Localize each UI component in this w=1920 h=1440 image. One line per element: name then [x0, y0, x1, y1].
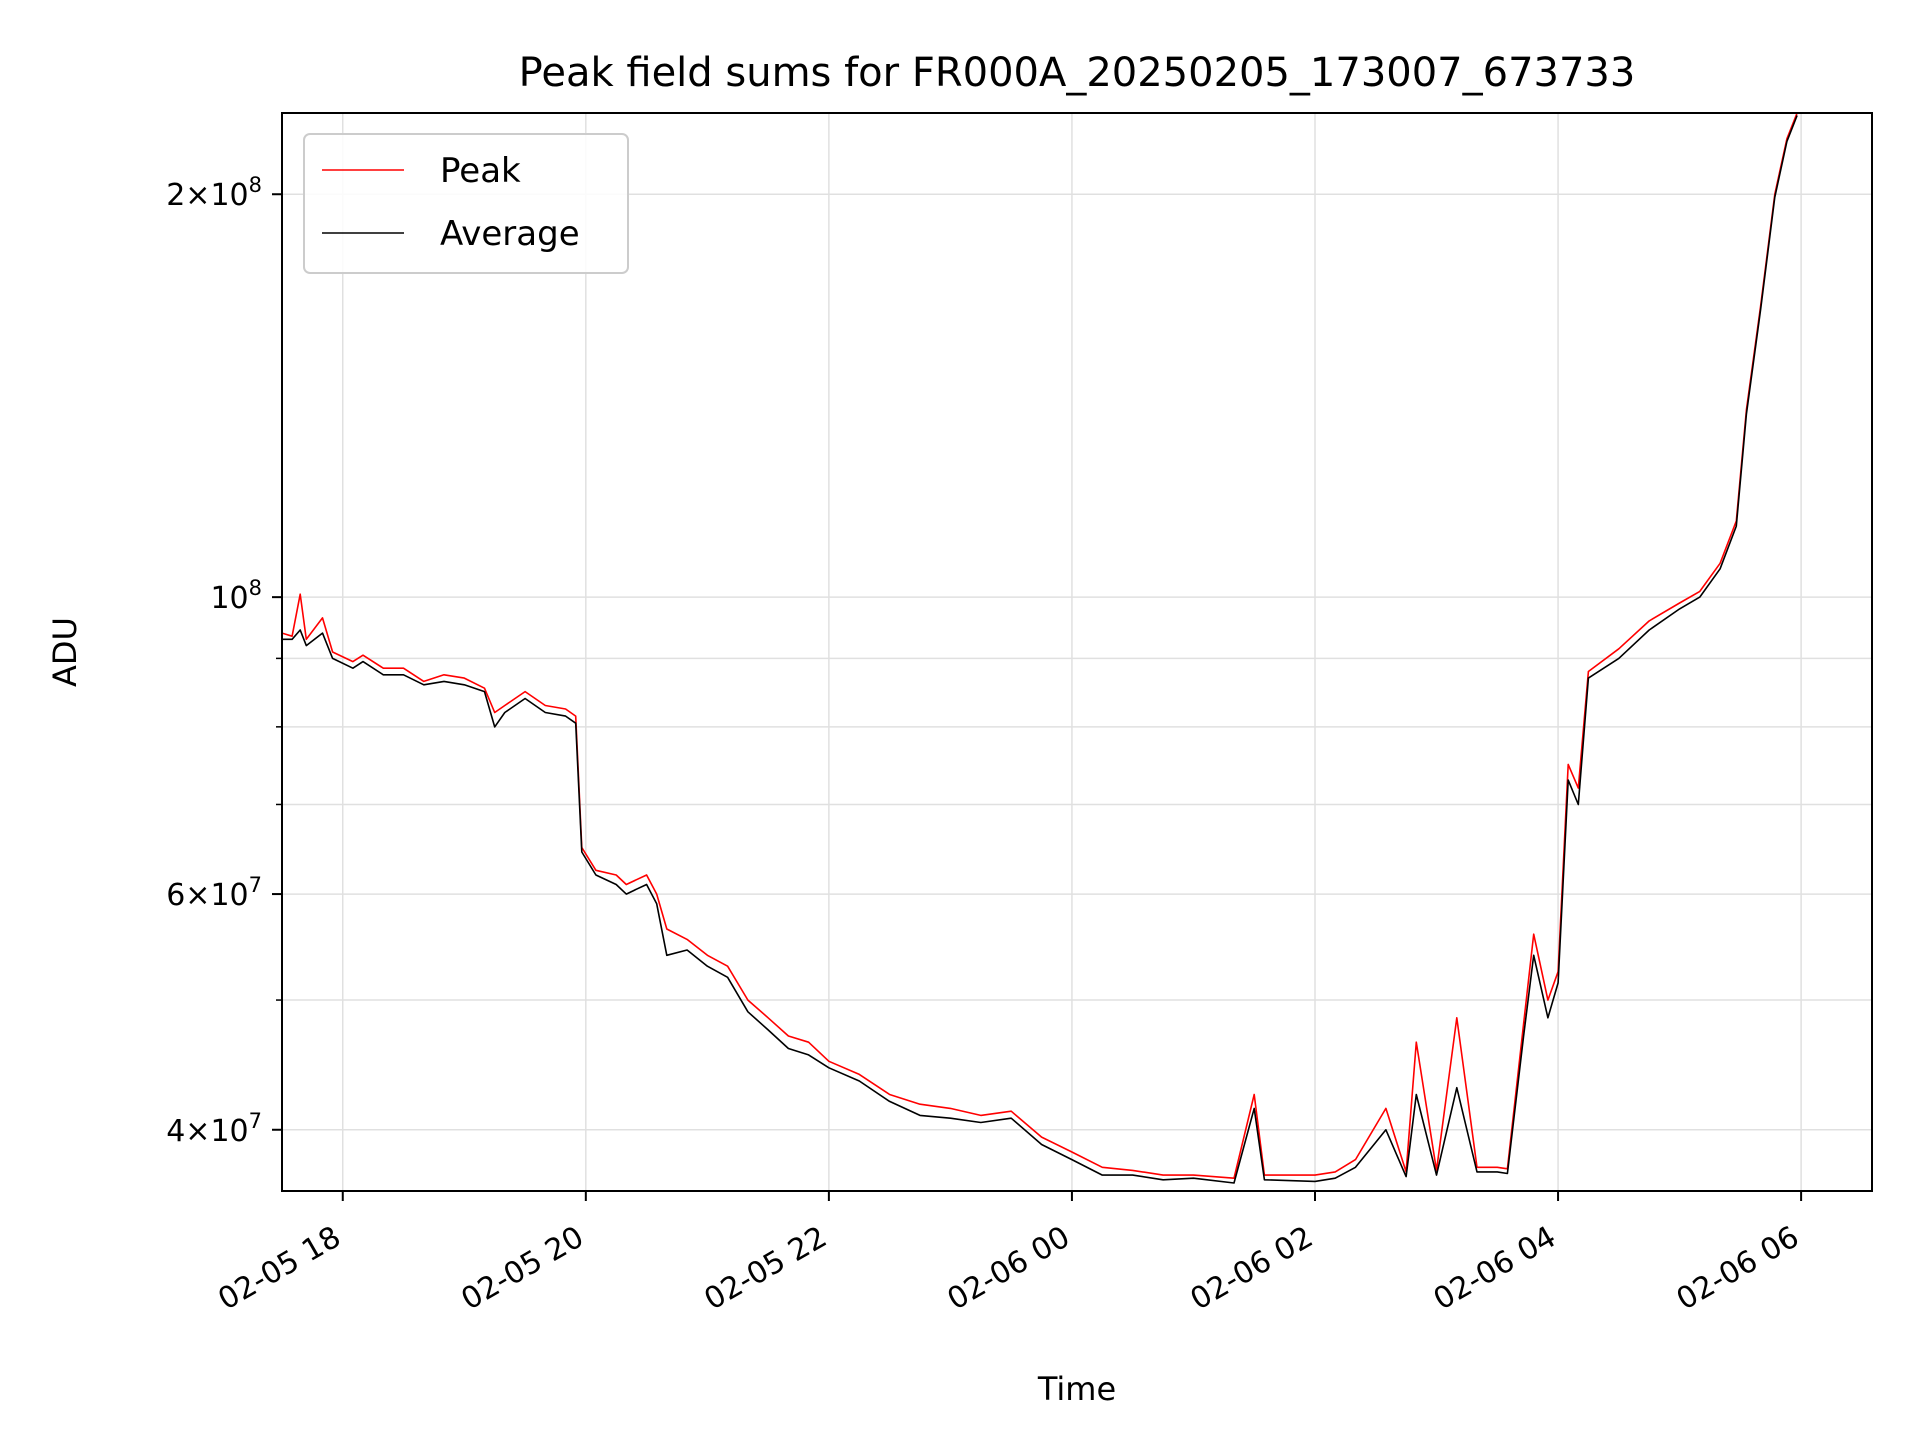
legend-label-peak: Peak — [440, 151, 521, 191]
y-tick-label: 2×108 — [166, 173, 262, 213]
y-tick-label: 4×107 — [166, 1109, 262, 1149]
chart-title: Peak field sums for FR000A_20250205_1730… — [519, 50, 1636, 96]
legend: Peak Average — [304, 134, 628, 273]
legend-label-average: Average — [440, 214, 580, 254]
y-axis-title: ADU — [46, 617, 84, 687]
y-tick-label: 6×107 — [166, 873, 262, 913]
x-axis-title: Time — [1037, 1370, 1116, 1408]
